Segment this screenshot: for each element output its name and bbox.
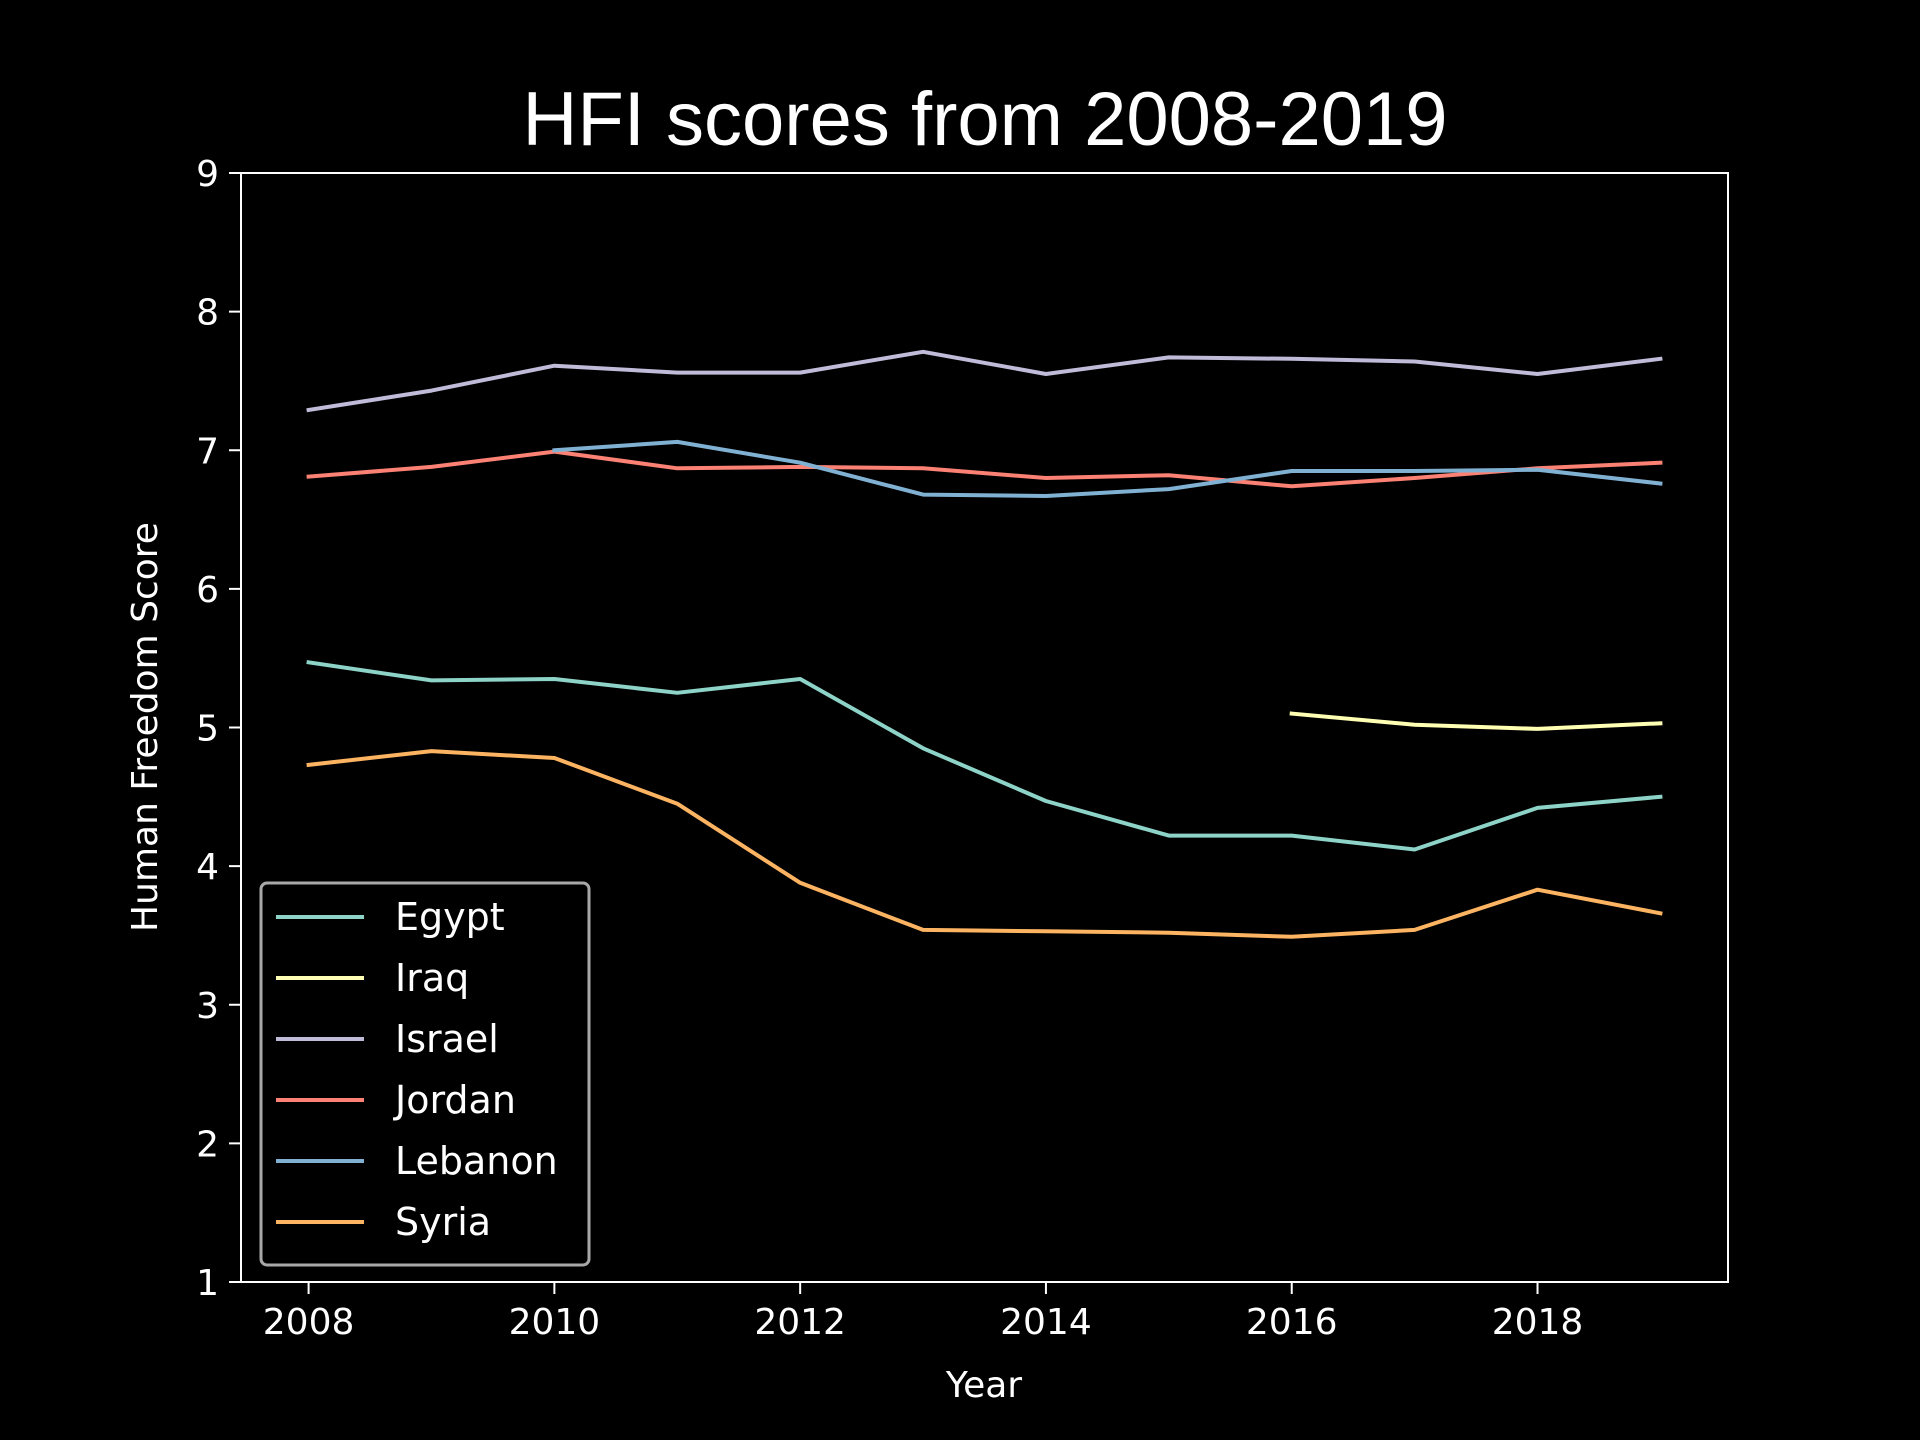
series-line-jordan <box>306 449 1663 489</box>
y-axis: 1 2 3 4 5 6 7 8 9 <box>196 154 241 1304</box>
x-axis: 2008 2010 2012 2014 2016 2018 <box>263 1282 1584 1343</box>
x-tick-label: 2008 <box>263 1302 355 1343</box>
legend-label-egypt: Egypt <box>395 895 505 939</box>
series-line-iraq <box>1289 711 1663 731</box>
y-tick-label: 7 <box>196 431 219 472</box>
x-tick-label: 2014 <box>1000 1302 1092 1343</box>
y-tick-label: 9 <box>196 154 219 195</box>
chart-title: HFI scores from 2008-2019 <box>522 77 1447 162</box>
series-line-israel <box>306 349 1663 413</box>
x-tick-label: 2016 <box>1246 1302 1338 1343</box>
series-line-syria <box>306 749 1663 939</box>
legend-label-iraq: Iraq <box>395 956 469 1000</box>
y-tick-label: 4 <box>196 847 219 888</box>
x-tick-label: 2012 <box>754 1302 846 1343</box>
legend-label-jordan: Jordan <box>393 1078 516 1122</box>
y-axis-label: Human Freedom Score <box>125 522 166 932</box>
x-axis-label: Year <box>945 1365 1022 1406</box>
y-tick-label: 2 <box>196 1124 219 1165</box>
series-line-egypt <box>306 660 1663 852</box>
legend-label-israel: Israel <box>395 1017 499 1061</box>
x-tick-label: 2018 <box>1492 1302 1584 1343</box>
legend-label-syria: Syria <box>395 1200 491 1244</box>
y-tick-label: 1 <box>196 1263 219 1304</box>
series-line-lebanon <box>552 439 1663 498</box>
y-tick-label: 3 <box>196 986 219 1027</box>
legend: Egypt Iraq Israel Jordan Lebanon Syria <box>259 881 591 1267</box>
y-tick-label: 8 <box>196 293 219 334</box>
y-tick-label: 5 <box>196 709 219 750</box>
x-tick-label: 2010 <box>509 1302 601 1343</box>
legend-label-lebanon: Lebanon <box>395 1139 558 1183</box>
y-tick-label: 6 <box>196 570 219 611</box>
series-layer <box>306 349 1663 939</box>
